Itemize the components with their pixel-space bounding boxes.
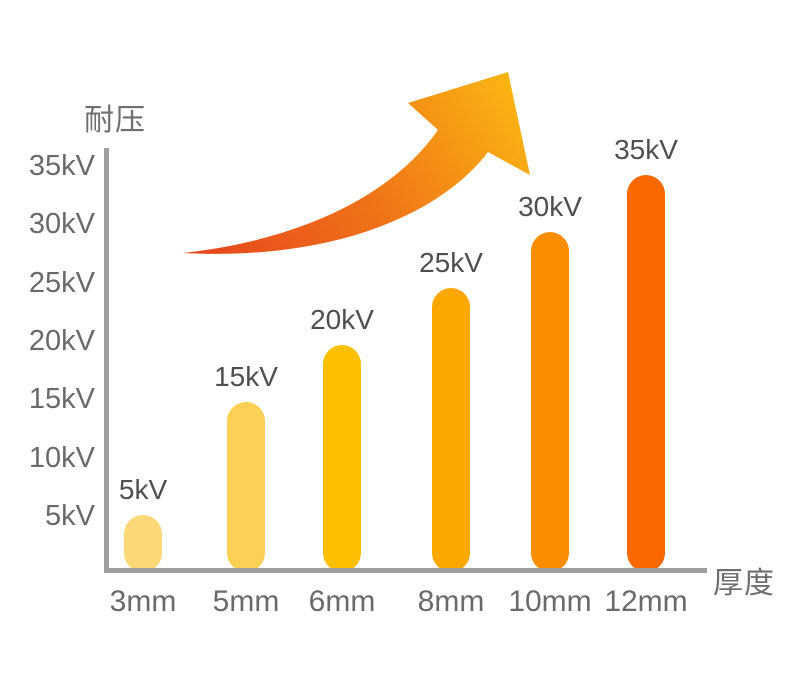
bar-12mm bbox=[627, 175, 665, 572]
x-tick-label: 3mm bbox=[109, 585, 177, 618]
bar-3mm bbox=[124, 515, 162, 572]
y-tick-label: 20kV bbox=[28, 324, 95, 357]
y-tick-label: 10kV bbox=[28, 441, 95, 474]
y-tick-label: 35kV bbox=[28, 150, 95, 182]
y-axis-title: 耐压 bbox=[84, 104, 146, 137]
bar-value-label: 15kV bbox=[214, 361, 278, 392]
bar-value-label: 25kV bbox=[419, 247, 483, 278]
bar-5mm bbox=[227, 402, 265, 572]
bar-6mm bbox=[323, 345, 361, 572]
x-tick-label: 6mm bbox=[308, 585, 376, 618]
x-axis-title: 厚度 bbox=[713, 567, 775, 600]
y-axis-line bbox=[104, 148, 109, 573]
bar-value-label: 35kV bbox=[614, 134, 678, 165]
x-tick-label: 8mm bbox=[417, 585, 485, 618]
bar-value-label: 30kV bbox=[518, 191, 582, 222]
bar-8mm bbox=[432, 288, 470, 572]
x-axis-line bbox=[104, 568, 707, 573]
y-tick-label: 15kV bbox=[28, 383, 95, 416]
x-tick-label: 12mm bbox=[604, 585, 688, 618]
bar-value-label: 20kV bbox=[310, 304, 374, 335]
x-tick-label: 5mm bbox=[212, 585, 280, 618]
bar-value-label: 5kV bbox=[118, 474, 168, 505]
y-tick-label: 30kV bbox=[28, 208, 95, 241]
y-tick-label: 5kV bbox=[45, 499, 95, 532]
x-tick-label: 10mm bbox=[508, 585, 592, 618]
y-tick-label: 25kV bbox=[28, 266, 95, 299]
bar-10mm bbox=[531, 232, 569, 572]
